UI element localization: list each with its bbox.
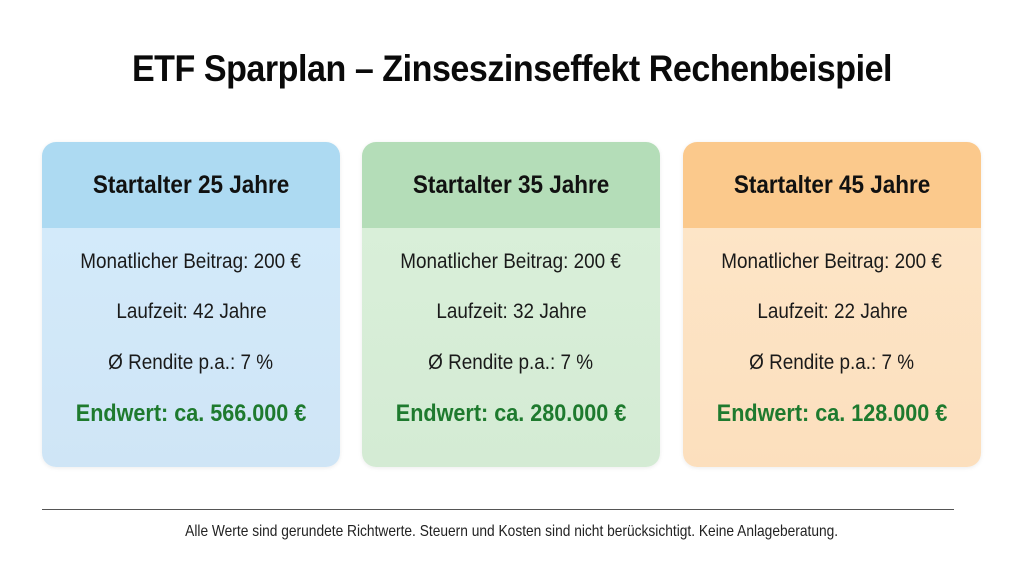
card-startalter-45: Startalter 45 Jahre Monatlicher Beitrag:… [683, 142, 981, 467]
footer-divider [42, 509, 954, 510]
scenario-cards: Startalter 25 Jahre Monatlicher Beitrag:… [42, 142, 982, 467]
card-header: Startalter 25 Jahre [42, 142, 340, 228]
disclaimer: Alle Werte sind gerundete Richtwerte. St… [0, 523, 1024, 541]
final-value: Endwert: ca. 280.000 € [395, 400, 627, 427]
card-body: Monatlicher Beitrag: 200 € Laufzeit: 22 … [683, 228, 981, 467]
duration: Laufzeit: 22 Jahre [756, 300, 908, 323]
average-return: Ø Rendite p.a.: 7 % [428, 351, 594, 374]
monthly-contribution: Monatlicher Beitrag: 200 € [400, 250, 622, 273]
card-title: Startalter 25 Jahre [92, 170, 290, 199]
disclaimer-text: Alle Werte sind gerundete Richtwerte. St… [185, 523, 839, 540]
duration: Laufzeit: 32 Jahre [435, 300, 587, 323]
average-return: Ø Rendite p.a.: 7 % [749, 351, 915, 374]
card-body: Monatlicher Beitrag: 200 € Laufzeit: 42 … [42, 228, 340, 467]
card-startalter-25: Startalter 25 Jahre Monatlicher Beitrag:… [42, 142, 340, 467]
card-header: Startalter 35 Jahre [362, 142, 660, 228]
page-title: ETF Sparplan – Zinseszinseffekt Rechenbe… [131, 48, 893, 89]
final-value: Endwert: ca. 566.000 € [75, 400, 307, 427]
card-title: Startalter 45 Jahre [733, 170, 931, 199]
card-startalter-35: Startalter 35 Jahre Monatlicher Beitrag:… [362, 142, 660, 467]
duration: Laufzeit: 42 Jahre [115, 300, 267, 323]
monthly-contribution: Monatlicher Beitrag: 200 € [721, 250, 943, 273]
final-value: Endwert: ca. 128.000 € [716, 400, 948, 427]
average-return: Ø Rendite p.a.: 7 % [108, 351, 274, 374]
card-header: Startalter 45 Jahre [683, 142, 981, 228]
card-title: Startalter 35 Jahre [412, 170, 610, 199]
monthly-contribution: Monatlicher Beitrag: 200 € [80, 250, 302, 273]
card-body: Monatlicher Beitrag: 200 € Laufzeit: 32 … [362, 228, 660, 467]
